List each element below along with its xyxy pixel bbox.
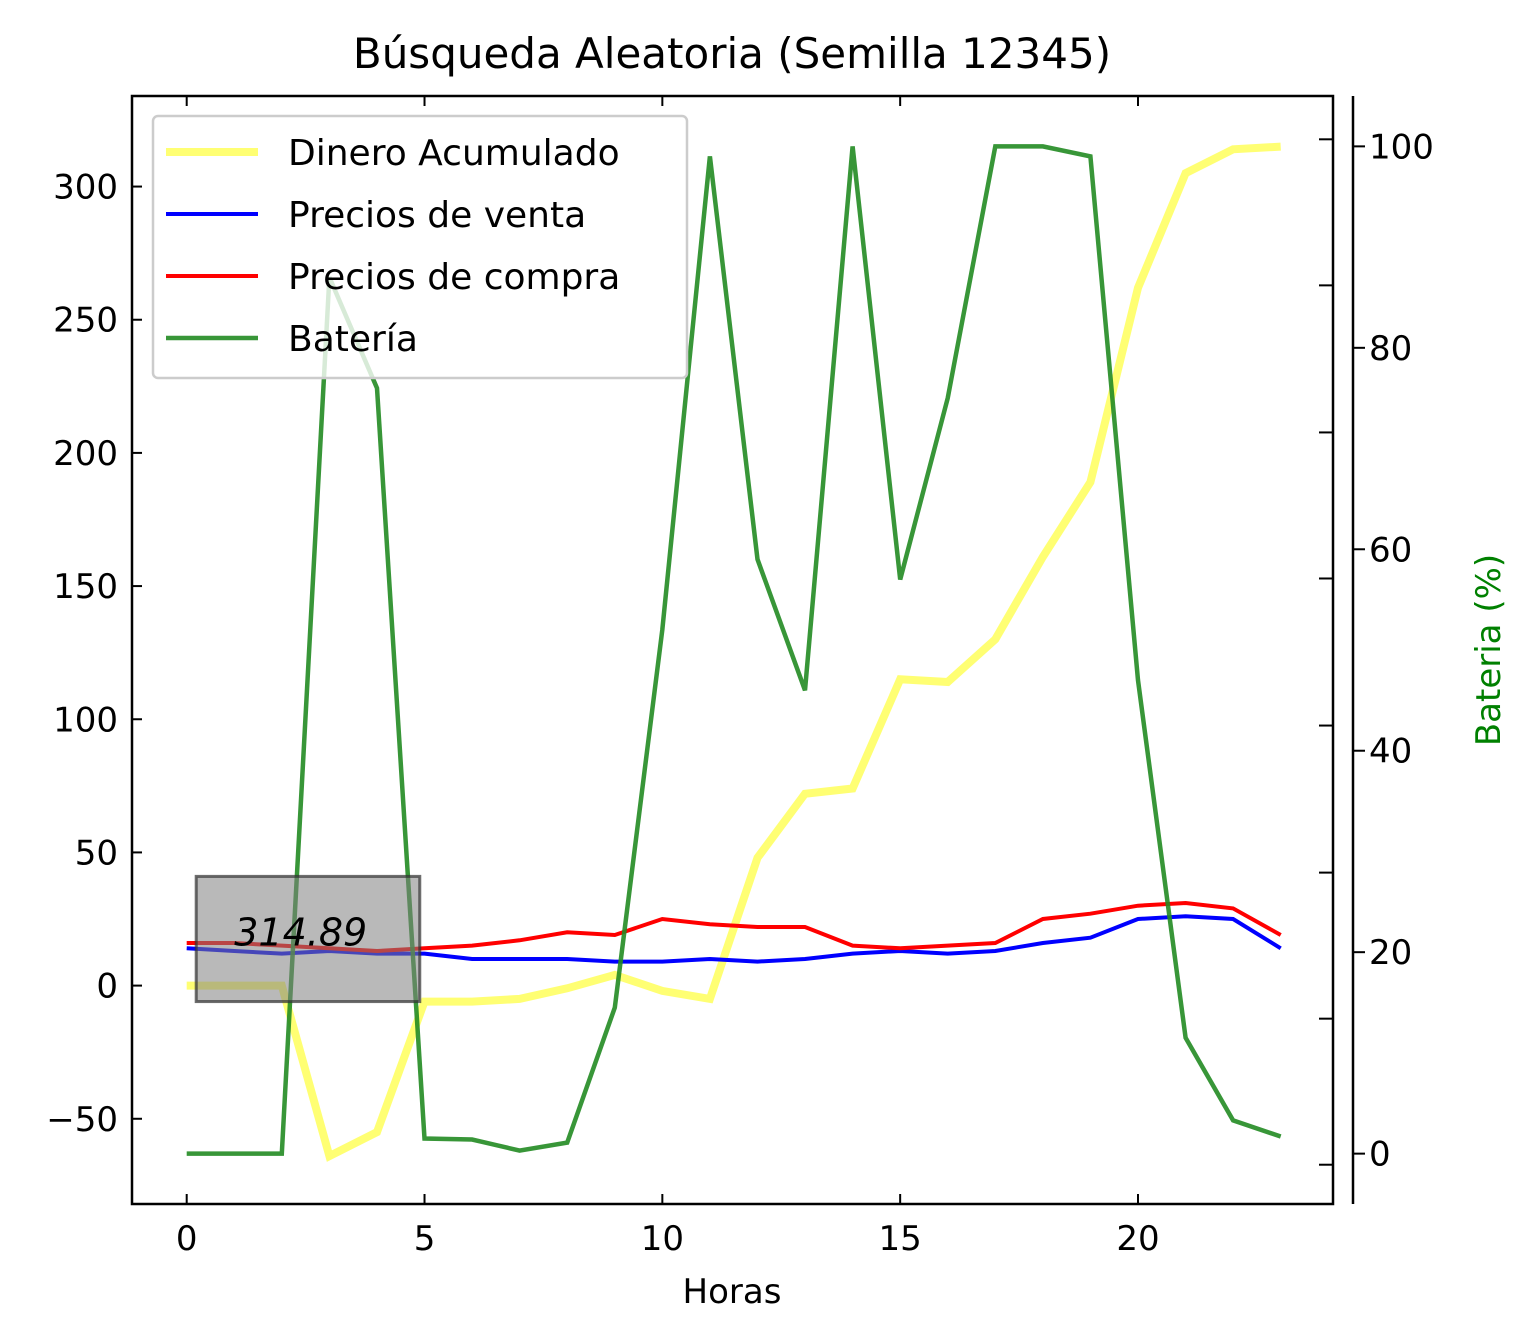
y2-tick-label: 20 xyxy=(1369,933,1412,973)
y-tick-label: 250 xyxy=(53,301,118,341)
y-tick-label: −50 xyxy=(46,1100,118,1140)
x-axis: 0 5 10 15 20 xyxy=(176,96,1160,1259)
y-tick-label: 50 xyxy=(75,833,118,873)
annotation-text: 314.89 xyxy=(234,911,367,955)
legend-label-3: Batería xyxy=(288,319,418,360)
series-line-0 xyxy=(186,142,1281,1162)
value-annotation: 314.89 xyxy=(194,874,422,1004)
plot-frame xyxy=(130,94,1335,1206)
x-axis-label: Horas xyxy=(683,1272,782,1312)
legend-label-2: Precios de compra xyxy=(288,257,620,298)
legend-label-0: Dinero Acumulado xyxy=(288,133,620,174)
x-tick-label: 15 xyxy=(879,1219,922,1259)
legend-box xyxy=(151,114,689,380)
right-y-axis: 0 20 40 60 80 100 xyxy=(1319,127,1434,1175)
x-tick-label: 10 xyxy=(641,1219,684,1259)
x-tick-label: 0 xyxy=(176,1219,198,1259)
y2-tick-label: 100 xyxy=(1369,127,1434,167)
y2-tick-label: 0 xyxy=(1369,1135,1391,1175)
y-tick-label: 300 xyxy=(53,168,118,208)
left-y-axis: −50 0 50 100 150 200 250 300 xyxy=(46,168,142,1140)
legend-label-1: Precios de venta xyxy=(288,195,586,236)
y2-tick-label: 80 xyxy=(1369,329,1412,369)
x-tick-label: 5 xyxy=(414,1219,436,1259)
y-tick-label: 200 xyxy=(53,434,118,474)
right-y-axis-label: Bateria (%) xyxy=(1469,554,1509,746)
y-tick-label: 100 xyxy=(53,700,118,740)
annotation-box xyxy=(194,874,422,1004)
chart-title: Búsqueda Aleatoria (Semilla 12345) xyxy=(353,29,1111,78)
x-tick-label: 20 xyxy=(1116,1219,1159,1259)
y-tick-label: 150 xyxy=(53,567,118,607)
y-tick-label: 0 xyxy=(96,967,118,1007)
legend: Dinero Acumulado Precios de venta Precios … xyxy=(151,114,689,380)
y2-tick-label: 40 xyxy=(1369,732,1412,772)
y2-tick-label: 60 xyxy=(1369,530,1412,570)
